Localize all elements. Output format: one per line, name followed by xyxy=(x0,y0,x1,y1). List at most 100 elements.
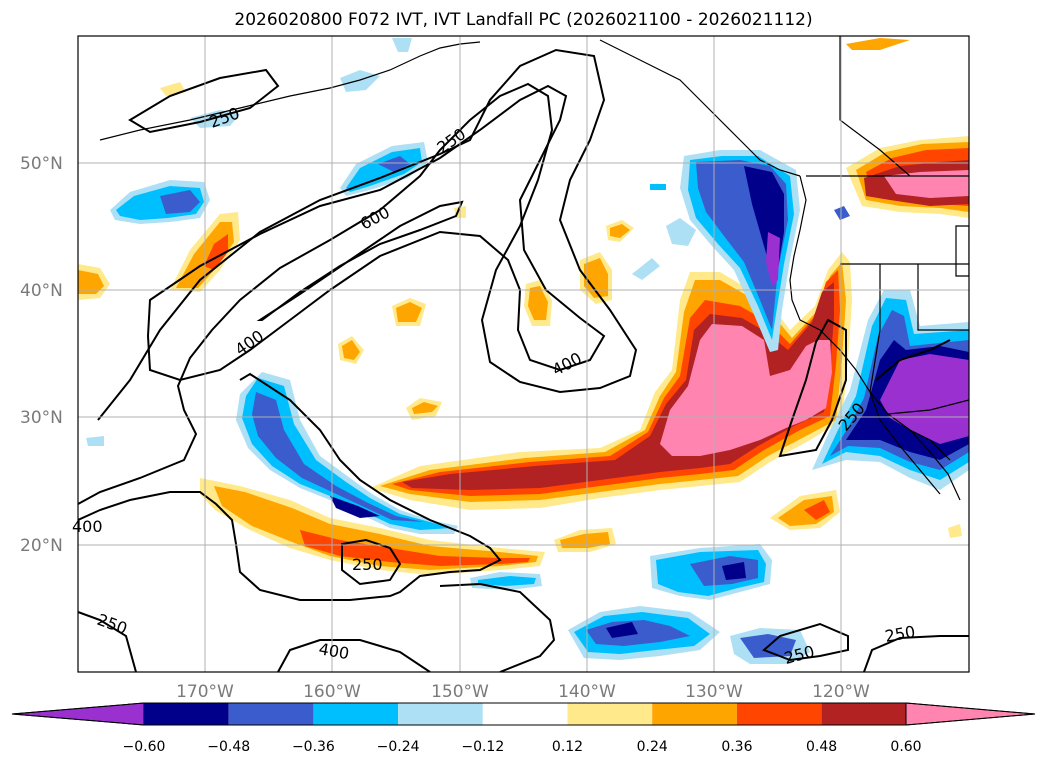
contour-label: 250 xyxy=(352,555,383,574)
contour-label: 400 xyxy=(231,326,267,359)
blob-j-y xyxy=(948,524,962,538)
top-pale xyxy=(392,38,412,52)
contour-label: 250 xyxy=(883,622,916,646)
nw-blob2-royal xyxy=(378,156,410,172)
colorbar-tick-label: 0.48 xyxy=(806,739,837,755)
se-blob1-navy xyxy=(722,562,746,580)
baja xyxy=(869,391,941,495)
neg-royal-band xyxy=(252,392,424,522)
lon-label: 140°W xyxy=(558,682,616,702)
contour-label: 400 xyxy=(72,517,103,536)
lon-label: 120°W xyxy=(812,682,870,702)
contour-250-se2 xyxy=(863,635,969,672)
contour-400-sub2 xyxy=(439,582,556,672)
baja-inner xyxy=(909,429,951,461)
contour-label: 400 xyxy=(549,348,585,379)
colorbar-outline xyxy=(11,702,1036,726)
contour-label: 400 xyxy=(317,639,350,663)
contour-250-ne xyxy=(875,339,951,381)
sub-blob-sky xyxy=(478,576,536,586)
colorbar-seg xyxy=(144,703,229,725)
blob-g-r xyxy=(804,500,830,520)
contour-label: 600 xyxy=(357,202,393,233)
contour-400-sub xyxy=(78,372,502,601)
map-frame xyxy=(77,35,970,673)
colorbar-tick-label: 0.24 xyxy=(637,739,668,755)
band-orange xyxy=(214,486,538,570)
colorbar-seg xyxy=(736,703,822,725)
colorbar-seg xyxy=(398,703,483,725)
colorbar-seg xyxy=(482,703,568,725)
band-orangered xyxy=(300,530,530,566)
contour-250-main xyxy=(78,48,638,505)
contour-400-east xyxy=(778,318,847,458)
colorbar-seg xyxy=(567,703,653,725)
alaska-coast xyxy=(99,41,481,141)
blob-a-o xyxy=(584,258,608,298)
state-border-4 xyxy=(869,264,881,393)
contour-400-south xyxy=(277,639,431,672)
map-title: 2026020800 F072 IVT, IVT Landfall PC (20… xyxy=(234,10,813,30)
ar-pink-core xyxy=(660,324,832,456)
blob-o-sky xyxy=(834,206,850,220)
graticule xyxy=(78,36,969,672)
blob-p-sky xyxy=(650,184,666,190)
neg-navy-core xyxy=(330,496,380,518)
contour-250-south xyxy=(78,611,137,672)
colorbar-tick-label: −0.24 xyxy=(377,739,420,755)
colorbar-extend-max xyxy=(905,702,1036,726)
lat-label: 50°N xyxy=(20,154,63,174)
blob-edge-o xyxy=(78,270,104,294)
colorbar-tick-label: −0.48 xyxy=(207,739,250,755)
state-border-3 xyxy=(917,264,969,331)
colorbar-seg xyxy=(652,703,737,725)
contour-label: 250 xyxy=(207,103,242,131)
lat-label: 30°N xyxy=(20,408,63,428)
se-blob2-royal xyxy=(586,620,690,646)
colorbar-seg xyxy=(228,703,314,725)
colorbar-tick-label: 0.60 xyxy=(890,739,921,755)
se-blob2-navy xyxy=(606,622,638,638)
colorbar-tick-label: −0.60 xyxy=(123,739,166,755)
blob-f-o xyxy=(610,224,630,238)
neg-pale-shell xyxy=(236,372,458,534)
pc-fill-layer xyxy=(78,38,969,664)
blob-l-pale xyxy=(86,436,104,446)
top-orange xyxy=(846,38,910,50)
blob-b-o xyxy=(528,286,548,320)
mexico-border xyxy=(887,399,969,415)
colorbar-tick-label: −0.12 xyxy=(461,739,504,755)
nw-blob1-royal xyxy=(160,190,200,214)
sw-purple xyxy=(880,354,969,444)
contour-250-nw xyxy=(128,68,280,134)
blob-d-o xyxy=(342,340,360,360)
ivt-contours xyxy=(78,48,969,672)
north-pink xyxy=(884,170,969,198)
contour-600 xyxy=(256,200,464,321)
pnw-purple xyxy=(766,232,780,286)
lat-label: 20°N xyxy=(20,536,63,556)
colorbar-tick-label: 0.36 xyxy=(721,739,752,755)
lon-label: 170°W xyxy=(176,682,234,702)
colorbar xyxy=(11,702,1036,726)
state-border-5 xyxy=(955,225,969,277)
colorbar-tick-label: 0.12 xyxy=(552,739,583,755)
lon-label: 130°W xyxy=(685,682,743,702)
colorbar-tick-label: −0.36 xyxy=(292,739,335,755)
colorbar-extend-min xyxy=(11,702,145,726)
lon-axis: 170°W 160°W 150°W 140°W 130°W 120°W xyxy=(176,682,870,702)
colorbar-ticks: −0.60 −0.48 −0.36 −0.24 −0.12 0.12 0.24 … xyxy=(123,739,922,755)
blob-n-pale xyxy=(632,258,660,280)
lat-axis: 50°N 40°N 30°N 20°N xyxy=(20,154,63,556)
coastlines xyxy=(99,36,969,501)
lon-label: 160°W xyxy=(303,682,361,702)
contour-label: 250 xyxy=(95,610,130,638)
blob-c-o xyxy=(396,302,422,322)
contour-250-sub xyxy=(341,538,402,586)
contour-250-se xyxy=(762,622,849,662)
aleut-blob-pale xyxy=(340,70,380,92)
colorbar-seg xyxy=(821,703,906,725)
blob-m-pale xyxy=(666,218,696,246)
lon-label: 150°W xyxy=(431,682,489,702)
lat-label: 40°N xyxy=(20,281,63,301)
